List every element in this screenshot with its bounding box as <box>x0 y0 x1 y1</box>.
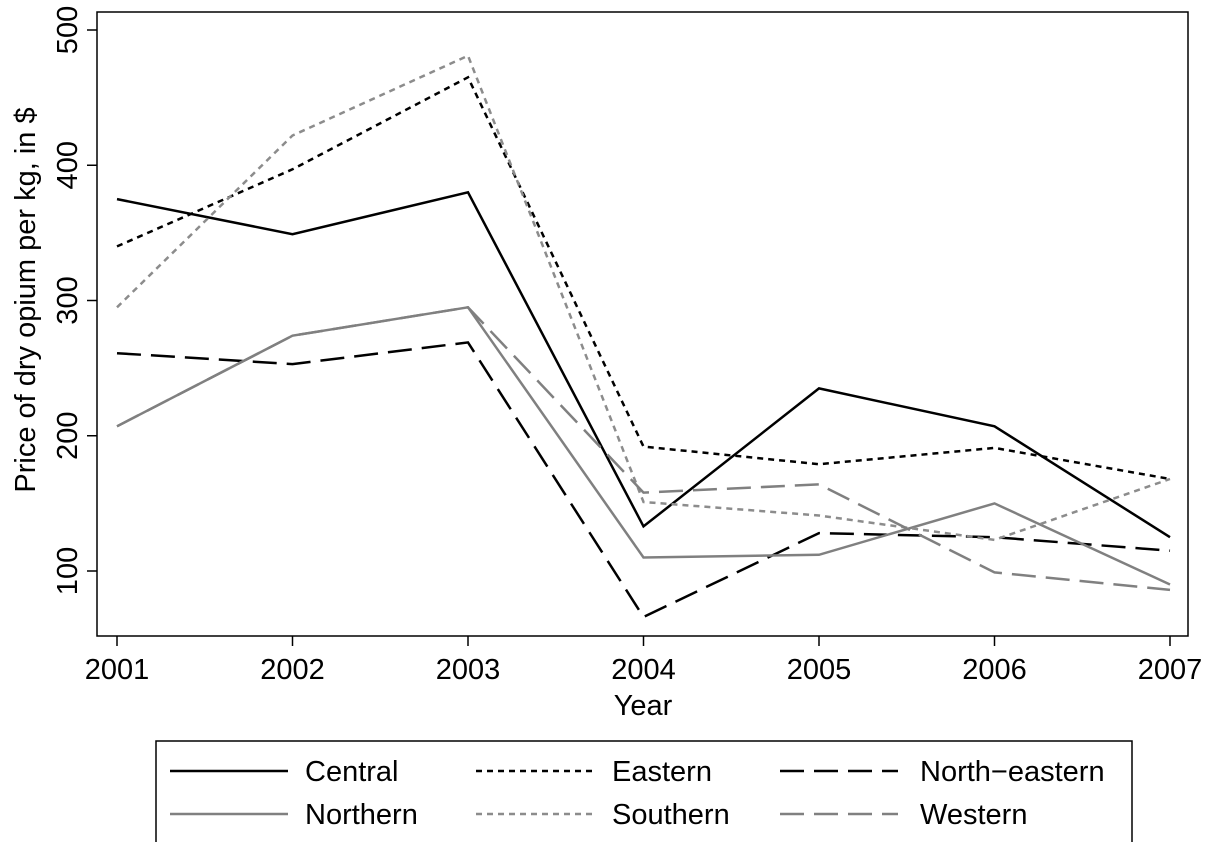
axes: 2001 2002 2003 2004 2005 2006 2007 100 200 300 400… <box>52 6 1202 686</box>
y-tick-label: 500 <box>52 6 84 54</box>
legend-label: Northern <box>305 799 418 831</box>
legend-label: Eastern <box>612 756 712 788</box>
y-tick-label: 200 <box>52 412 84 460</box>
plot-frame <box>96 11 1189 637</box>
x-tick-label: 2006 <box>962 654 1027 686</box>
x-tick-label: 2005 <box>787 654 852 686</box>
series-line-central <box>116 190 1171 539</box>
legend-label: North−eastern <box>920 756 1105 788</box>
x-axis-title: Year <box>614 690 673 722</box>
y-tick-label: 400 <box>52 141 84 189</box>
x-tick-label: 2004 <box>611 654 676 686</box>
x-tick-label: 2002 <box>260 654 325 686</box>
x-tick-label: 2007 <box>1138 654 1203 686</box>
x-tick-label: 2003 <box>436 654 501 686</box>
series-line-northern <box>116 305 1171 586</box>
legend: Central Eastern North−eastern Northern South… <box>155 740 1133 847</box>
legend-label: Western <box>920 799 1027 831</box>
series-lines <box>116 54 1171 619</box>
legend-box <box>155 740 1133 847</box>
series-line-eastern <box>116 75 1171 481</box>
legend-label: Southern <box>612 799 730 831</box>
series-line-north-eastern <box>116 341 1171 619</box>
series-line-western <box>116 305 1171 592</box>
y-tick-label: 100 <box>52 547 84 595</box>
y-tick-label: 300 <box>52 276 84 324</box>
series-line-southern <box>116 54 1171 542</box>
x-tick-label: 2001 <box>85 654 150 686</box>
legend-label: Central <box>305 756 399 788</box>
y-axis-title: Price of dry opium per kg, in $ <box>10 107 42 492</box>
